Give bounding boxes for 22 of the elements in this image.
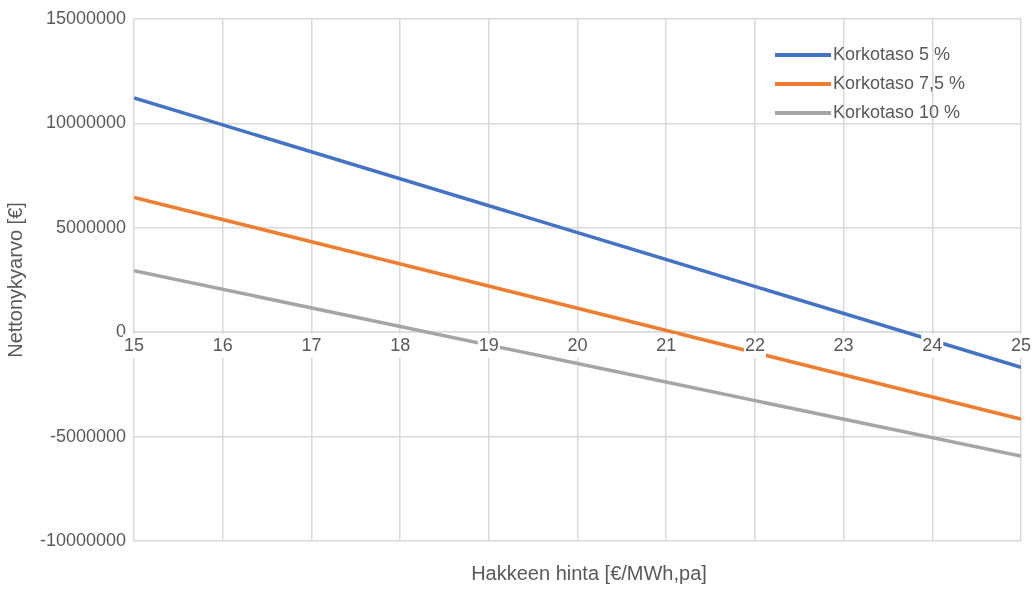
x-tick-label: 22 bbox=[744, 335, 765, 356]
x-tick-label: 24 bbox=[922, 335, 943, 356]
x-tick-label: 17 bbox=[301, 335, 322, 356]
x-tick-label: 15 bbox=[124, 335, 145, 356]
x-tick-label: 20 bbox=[567, 335, 588, 356]
x-tick-label: 19 bbox=[478, 335, 499, 356]
x-tick-label: 21 bbox=[656, 335, 677, 356]
legend-label: Korkotaso 7,5 % bbox=[832, 73, 965, 94]
y-axis-title: Nettonykyarvo [€] bbox=[3, 202, 26, 358]
y-tick-label: 15000000 bbox=[45, 7, 127, 28]
legend-label: Korkotaso 10 % bbox=[832, 102, 960, 123]
x-tick-label: 23 bbox=[833, 335, 854, 356]
y-tick-label: -5000000 bbox=[50, 425, 127, 446]
y-tick-label: -10000000 bbox=[39, 530, 127, 551]
y-tick-label: 5000000 bbox=[56, 216, 127, 237]
x-axis-title: Hakkeen hinta [€/MWh,pa] bbox=[470, 562, 708, 585]
y-tick-label: 0 bbox=[116, 321, 127, 342]
legend-label: Korkotaso 5 % bbox=[832, 44, 950, 65]
y-tick-label: 10000000 bbox=[45, 112, 127, 133]
x-tick-label: 25 bbox=[1010, 335, 1032, 356]
x-tick-label: 16 bbox=[212, 335, 233, 356]
x-tick-label: 18 bbox=[390, 335, 411, 356]
